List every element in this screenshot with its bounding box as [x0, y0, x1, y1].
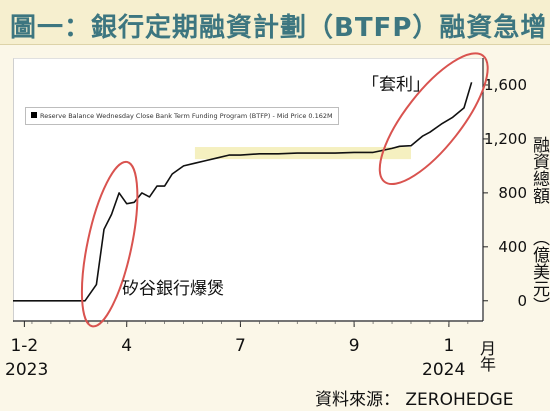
y-axis-label: 融資總額 — [529, 136, 549, 204]
legend-label: Reserve Balance Wednesday Close Bank Ter… — [40, 112, 333, 120]
annotation-arbitrage: 「套利」 — [362, 75, 430, 95]
plot-area — [13, 58, 484, 322]
legend: Reserve Balance Wednesday Close Bank Ter… — [25, 107, 339, 125]
annotation-circle-arbitrage — [378, 52, 489, 186]
y-tick-label: 1,600 — [484, 76, 527, 94]
x-tick-label: 4 — [121, 336, 132, 356]
y-tick-label: 1,200 — [484, 130, 527, 148]
annotation-svb: 矽谷銀行爆煲 — [122, 279, 224, 299]
source-note: 資料來源： ZEROHEDGE — [315, 390, 514, 410]
x-axis-unit: 月年 — [477, 340, 496, 372]
x-tick-label: 1-2 — [10, 336, 38, 356]
annotation-circle-svb — [80, 160, 139, 328]
y-axis-unit: （億美元） — [529, 228, 549, 314]
y-tick-label: 400 — [498, 238, 527, 256]
legend-swatch — [31, 112, 37, 118]
series-line-0 — [13, 82, 473, 302]
x-tick-label: 1 — [443, 336, 454, 356]
x-tick-label: 9 — [349, 336, 360, 356]
year-label-2023: 2023 — [5, 360, 49, 380]
chart-title: 圖一：銀行定期融資計劃（BTFP）融資急增 — [10, 13, 548, 43]
x-tick-label: 7 — [235, 336, 246, 356]
year-label-2024: 2024 — [422, 360, 466, 380]
title-bar: 圖一：銀行定期融資計劃（BTFP）融資急增 — [0, 0, 550, 45]
y-tick-label: 800 — [498, 184, 527, 202]
y-tick-label: 0 — [517, 292, 527, 310]
